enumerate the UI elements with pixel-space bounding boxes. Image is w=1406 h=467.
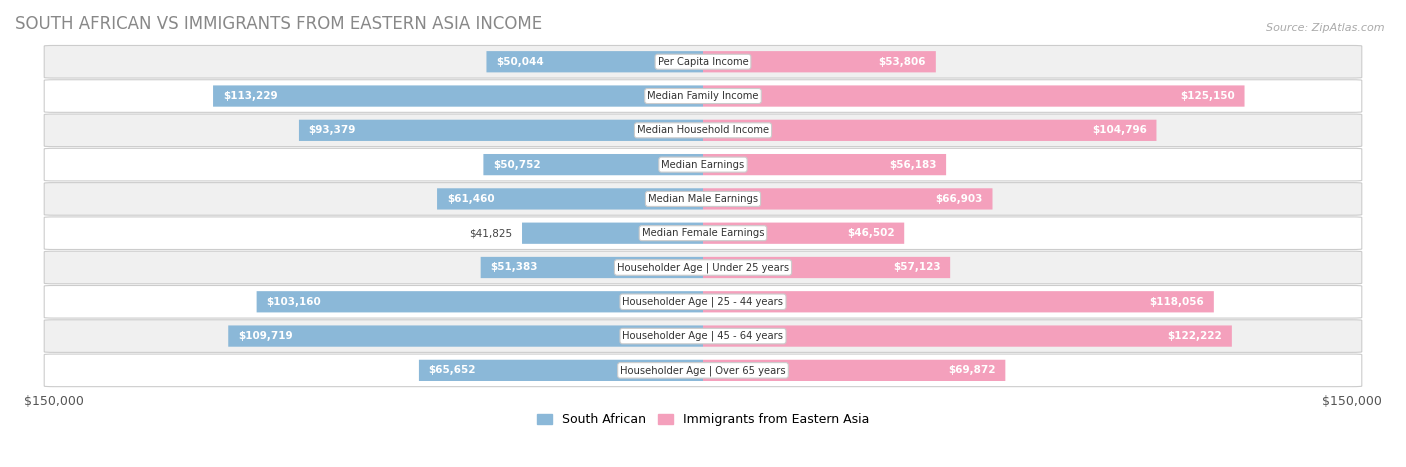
FancyBboxPatch shape [703, 85, 1244, 106]
FancyBboxPatch shape [703, 51, 936, 72]
Text: $66,903: $66,903 [935, 194, 983, 204]
Text: Householder Age | 45 - 64 years: Householder Age | 45 - 64 years [623, 331, 783, 341]
FancyBboxPatch shape [44, 285, 1362, 318]
Text: $93,379: $93,379 [309, 125, 356, 135]
Text: $65,652: $65,652 [429, 365, 477, 375]
FancyBboxPatch shape [44, 114, 1362, 147]
Text: $104,796: $104,796 [1092, 125, 1147, 135]
FancyBboxPatch shape [484, 154, 703, 175]
Text: $125,150: $125,150 [1180, 91, 1234, 101]
Text: Median Male Earnings: Median Male Earnings [648, 194, 758, 204]
FancyBboxPatch shape [44, 80, 1362, 113]
FancyBboxPatch shape [419, 360, 703, 381]
FancyBboxPatch shape [703, 120, 1157, 141]
FancyBboxPatch shape [228, 325, 703, 347]
FancyBboxPatch shape [703, 257, 950, 278]
FancyBboxPatch shape [44, 149, 1362, 181]
Text: $41,825: $41,825 [470, 228, 512, 238]
Text: $118,056: $118,056 [1149, 297, 1204, 307]
FancyBboxPatch shape [44, 251, 1362, 284]
FancyBboxPatch shape [703, 325, 1232, 347]
Text: $56,183: $56,183 [889, 160, 936, 170]
FancyBboxPatch shape [44, 354, 1362, 387]
FancyBboxPatch shape [257, 291, 703, 312]
Text: $50,044: $50,044 [496, 57, 544, 67]
Text: Householder Age | Under 25 years: Householder Age | Under 25 years [617, 262, 789, 273]
FancyBboxPatch shape [214, 85, 703, 106]
Text: Median Female Earnings: Median Female Earnings [641, 228, 765, 238]
Text: $103,160: $103,160 [266, 297, 321, 307]
Text: Householder Age | Over 65 years: Householder Age | Over 65 years [620, 365, 786, 375]
Text: $46,502: $46,502 [846, 228, 894, 238]
Text: SOUTH AFRICAN VS IMMIGRANTS FROM EASTERN ASIA INCOME: SOUTH AFRICAN VS IMMIGRANTS FROM EASTERN… [15, 15, 543, 33]
Text: Median Household Income: Median Household Income [637, 125, 769, 135]
Legend: South African, Immigrants from Eastern Asia: South African, Immigrants from Eastern A… [531, 409, 875, 432]
Text: $51,383: $51,383 [491, 262, 538, 273]
Text: $109,719: $109,719 [238, 331, 292, 341]
FancyBboxPatch shape [703, 360, 1005, 381]
Text: Median Family Income: Median Family Income [647, 91, 759, 101]
Text: Householder Age | 25 - 44 years: Householder Age | 25 - 44 years [623, 297, 783, 307]
FancyBboxPatch shape [481, 257, 703, 278]
FancyBboxPatch shape [703, 154, 946, 175]
Text: Per Capita Income: Per Capita Income [658, 57, 748, 67]
Text: $50,752: $50,752 [494, 160, 541, 170]
FancyBboxPatch shape [703, 291, 1213, 312]
Text: $61,460: $61,460 [447, 194, 495, 204]
FancyBboxPatch shape [44, 217, 1362, 249]
Text: $57,123: $57,123 [893, 262, 941, 273]
FancyBboxPatch shape [703, 223, 904, 244]
FancyBboxPatch shape [437, 188, 703, 210]
FancyBboxPatch shape [703, 188, 993, 210]
Text: $122,222: $122,222 [1167, 331, 1222, 341]
FancyBboxPatch shape [522, 223, 703, 244]
FancyBboxPatch shape [44, 45, 1362, 78]
Text: $69,872: $69,872 [948, 365, 995, 375]
FancyBboxPatch shape [486, 51, 703, 72]
Text: $53,806: $53,806 [879, 57, 927, 67]
FancyBboxPatch shape [299, 120, 703, 141]
FancyBboxPatch shape [44, 183, 1362, 215]
Text: $113,229: $113,229 [222, 91, 277, 101]
Text: Median Earnings: Median Earnings [661, 160, 745, 170]
Text: Source: ZipAtlas.com: Source: ZipAtlas.com [1267, 23, 1385, 33]
FancyBboxPatch shape [44, 320, 1362, 353]
